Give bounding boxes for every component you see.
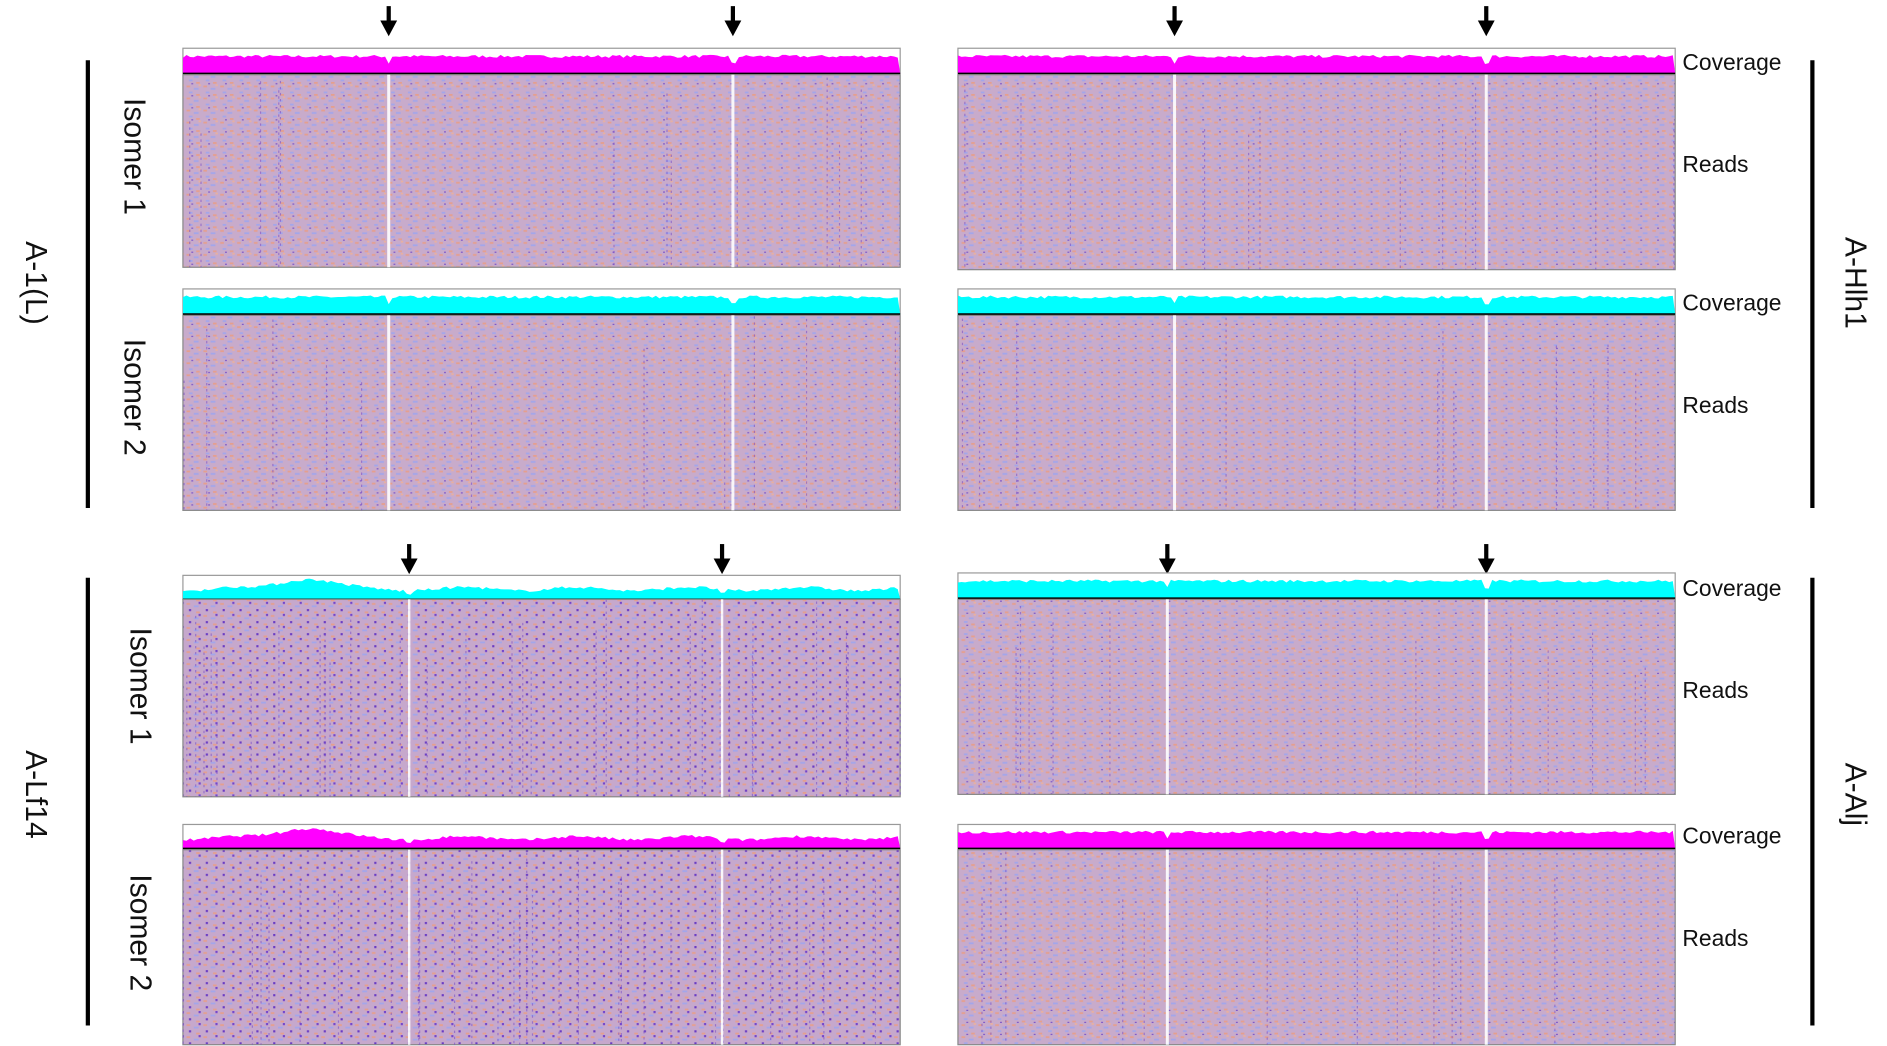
arrow-head <box>380 21 397 37</box>
arrow-head <box>1166 21 1183 37</box>
arrow-head <box>714 559 731 575</box>
reads-label: Reads <box>1682 392 1748 418</box>
coverage-label: Coverage <box>1682 49 1781 75</box>
sample-label: A-Alj <box>1838 763 1871 827</box>
arrow-head <box>401 559 418 575</box>
coverage-track <box>183 296 900 315</box>
reads-track <box>183 850 900 1045</box>
arrow-head <box>1478 21 1495 37</box>
isomer-label: Isomer 1 <box>123 628 156 745</box>
sample-label: A-Hlh1 <box>1838 237 1871 329</box>
figure: A-1(L) Isomer 1 Isomer 2 A-Lf14 Isomer 1 Isom… <box>0 0 1887 1046</box>
reads-track <box>958 850 1675 1045</box>
arrow-head <box>1478 559 1495 575</box>
coverage-track <box>958 55 1675 74</box>
reads-track <box>958 75 1675 270</box>
coverage-track <box>958 831 1675 849</box>
coverage-track <box>958 296 1675 315</box>
coverage-label: Coverage <box>1682 575 1781 601</box>
coverage-track <box>958 580 1675 599</box>
sample-label: A-Lf14 <box>19 750 52 839</box>
coverage-label: Coverage <box>1682 823 1781 849</box>
arrow-head <box>1159 559 1176 575</box>
reads-track <box>958 315 1675 510</box>
reads-track <box>183 599 900 796</box>
isomer-label: Isomer 2 <box>123 874 156 991</box>
reads-label: Reads <box>1682 925 1748 951</box>
coverage-label: Coverage <box>1682 290 1781 316</box>
reads-track <box>958 599 1675 794</box>
coverage-track <box>183 55 900 74</box>
sample-label: A-1(L) <box>19 241 52 325</box>
reads-label: Reads <box>1682 677 1748 703</box>
reads-label: Reads <box>1682 151 1748 177</box>
isomer-label: Isomer 1 <box>117 98 150 215</box>
arrow-head <box>724 21 741 37</box>
reads-track <box>183 75 900 268</box>
isomer-label: Isomer 2 <box>117 339 150 456</box>
reads-track <box>183 315 900 510</box>
